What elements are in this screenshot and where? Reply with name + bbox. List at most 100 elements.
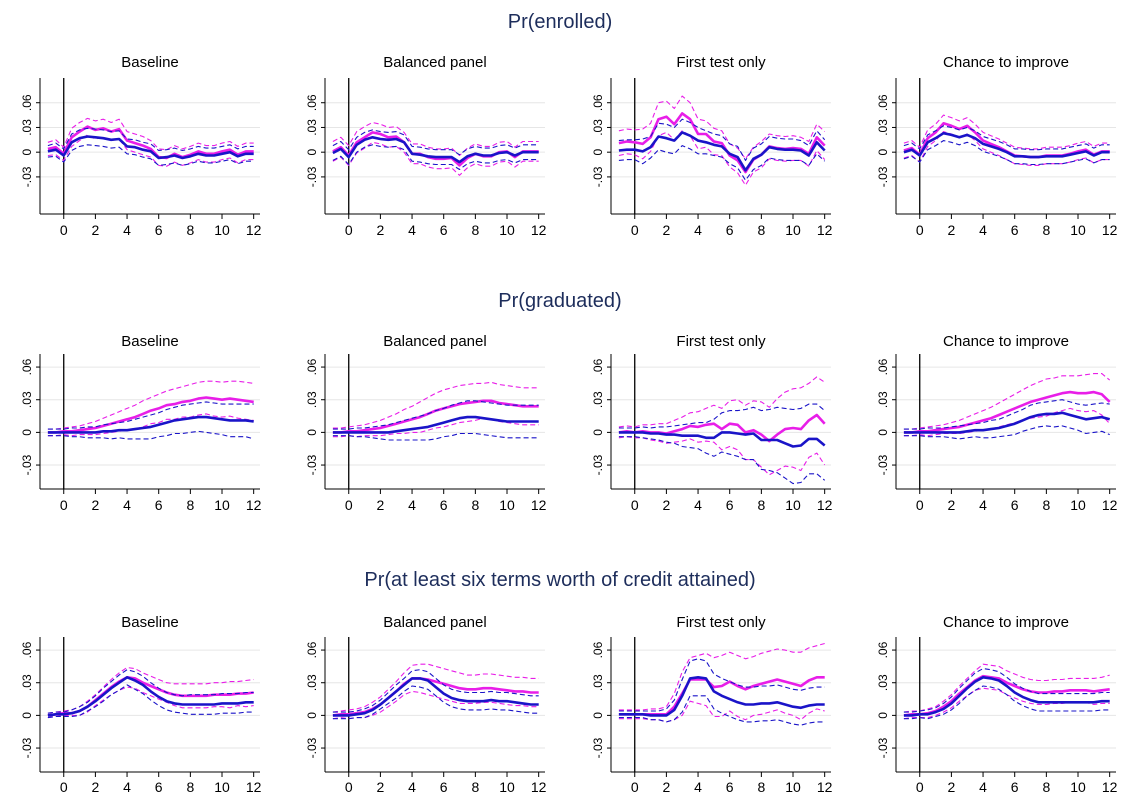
series-line-blue-dashed xyxy=(332,432,539,441)
series-line-magenta-dashed xyxy=(618,376,826,428)
x-tick-label: 8 xyxy=(757,779,765,795)
x-tick-label: 4 xyxy=(694,222,702,238)
x-tick-label: 2 xyxy=(91,779,99,795)
x-tick-label: 10 xyxy=(785,497,801,513)
series-line-magenta-solid xyxy=(903,674,1110,717)
series-line-magenta-dashed xyxy=(332,417,539,438)
series-line-magenta-solid xyxy=(618,413,826,443)
series-line-blue-solid xyxy=(332,136,539,164)
x-tick-label: 0 xyxy=(60,497,68,513)
x-tick-label: 10 xyxy=(785,779,801,795)
x-tick-label: 12 xyxy=(531,222,547,238)
y-tick-label: .03 xyxy=(876,119,890,136)
x-tick-label: 12 xyxy=(246,497,262,513)
x-tick-label: 6 xyxy=(155,222,163,238)
series-line-magenta-dashed xyxy=(47,413,254,437)
series-line-blue-solid xyxy=(618,675,825,717)
panel-1-3: Chance to improve .06 .03 0 -.03 0 2 4 6 8 10 12 xyxy=(876,333,1118,513)
series-line-magenta-dashed xyxy=(47,134,254,167)
x-tick-label: 12 xyxy=(817,222,833,238)
x-tick-label: 4 xyxy=(694,497,702,513)
y-tick-label: 0 xyxy=(591,149,605,156)
x-tick-label: 2 xyxy=(947,497,955,513)
panel-1-2: First test only .06 .03 0 -.03 0 2 4 6 8 10 12 xyxy=(591,333,833,513)
series-line-magenta-solid xyxy=(47,125,254,160)
series-line-blue-dashed xyxy=(903,685,1110,720)
y-tick-label: 0 xyxy=(20,149,34,156)
x-tick-label: 0 xyxy=(60,779,68,795)
y-tick-label: -.03 xyxy=(591,166,605,187)
x-tick-label: 6 xyxy=(440,779,448,795)
x-tick-label: 2 xyxy=(91,222,99,238)
y-tick-label: -.03 xyxy=(876,737,890,758)
x-tick-label: 8 xyxy=(1042,222,1050,238)
panel-title: Balanced panel xyxy=(383,333,486,350)
series-line-blue-solid xyxy=(47,415,254,434)
series-line-blue-solid xyxy=(903,411,1111,434)
y-tick-label: .03 xyxy=(305,391,319,408)
y-tick-label: .03 xyxy=(591,674,605,691)
y-tick-label: .06 xyxy=(591,358,605,375)
series-line-magenta-solid xyxy=(618,112,826,174)
x-tick-label: 12 xyxy=(1102,497,1118,513)
x-tick-label: 8 xyxy=(186,222,194,238)
y-tick-label: .06 xyxy=(305,358,319,375)
x-tick-label: 0 xyxy=(345,779,353,795)
panel-2-0: Baseline .06 .03 0 -.03 0 2 4 6 8 10 12 xyxy=(20,614,262,795)
series-line-magenta-solid xyxy=(903,390,1111,434)
x-tick-label: 8 xyxy=(186,779,194,795)
y-tick-label: .06 xyxy=(591,94,605,111)
y-tick-label: .03 xyxy=(305,119,319,136)
x-tick-label: 0 xyxy=(916,222,924,238)
panel-2-1: Balanced panel .06 .03 0 -.03 0 2 4 6 8 10 12 xyxy=(305,614,547,795)
panel-title: Chance to improve xyxy=(943,614,1069,631)
x-tick-label: 12 xyxy=(246,222,262,238)
y-tick-label: -.03 xyxy=(876,166,890,187)
series-line-blue-dashed xyxy=(618,658,825,712)
row-title-enrolled: Pr(enrolled) xyxy=(508,11,612,33)
series-line-blue-dashed xyxy=(618,436,826,485)
x-tick-label: 6 xyxy=(726,779,734,795)
x-tick-label: 6 xyxy=(155,779,163,795)
series-line-blue-solid xyxy=(618,131,826,172)
y-tick-label: 0 xyxy=(305,149,319,156)
y-tick-label: 0 xyxy=(876,429,890,436)
series-line-blue-solid xyxy=(903,131,1110,159)
x-tick-label: 10 xyxy=(499,779,515,795)
x-tick-label: 12 xyxy=(1102,779,1118,795)
y-tick-label: .06 xyxy=(20,94,34,111)
series-line-blue-dashed xyxy=(618,403,826,429)
x-tick-label: 2 xyxy=(91,497,99,513)
panel-title: First test only xyxy=(676,333,766,350)
y-tick-label: 0 xyxy=(591,712,605,719)
x-tick-label: 4 xyxy=(123,497,131,513)
y-tick-label: .03 xyxy=(591,119,605,136)
x-tick-label: 2 xyxy=(662,222,670,238)
series-line-blue-dashed xyxy=(332,400,539,430)
panels-grid: Baseline .06 .03 0 -.03 0 2 4 6 8 10 12 Balanced pan… xyxy=(20,54,1118,795)
x-tick-label: 4 xyxy=(123,222,131,238)
panel-title: Balanced panel xyxy=(383,54,486,71)
panel-title: Balanced panel xyxy=(383,614,486,631)
y-tick-label: .06 xyxy=(876,641,890,658)
x-tick-label: 4 xyxy=(123,779,131,795)
panel-title: Chance to improve xyxy=(943,333,1069,350)
x-tick-label: 4 xyxy=(408,497,416,513)
x-tick-label: 12 xyxy=(1102,222,1118,238)
y-tick-label: .06 xyxy=(305,94,319,111)
x-tick-label: 6 xyxy=(726,222,734,238)
x-tick-label: 2 xyxy=(662,779,670,795)
panel-title: Baseline xyxy=(121,614,179,631)
series-line-magenta-dashed xyxy=(903,373,1111,430)
panel-title: Chance to improve xyxy=(943,54,1069,71)
series-line-blue-dashed xyxy=(47,684,254,719)
series-line-blue-dashed xyxy=(903,125,1110,151)
x-tick-label: 2 xyxy=(376,497,384,513)
panel-0-2: First test only .06 .03 0 -.03 0 2 4 6 8 10 12 xyxy=(591,54,833,238)
x-tick-label: 2 xyxy=(947,779,955,795)
panel-title: Baseline xyxy=(121,54,179,71)
y-tick-label: -.03 xyxy=(305,454,319,475)
x-tick-label: 8 xyxy=(471,497,479,513)
series-line-blue-dashed xyxy=(47,669,254,714)
series-line-magenta-dashed xyxy=(903,114,1110,150)
